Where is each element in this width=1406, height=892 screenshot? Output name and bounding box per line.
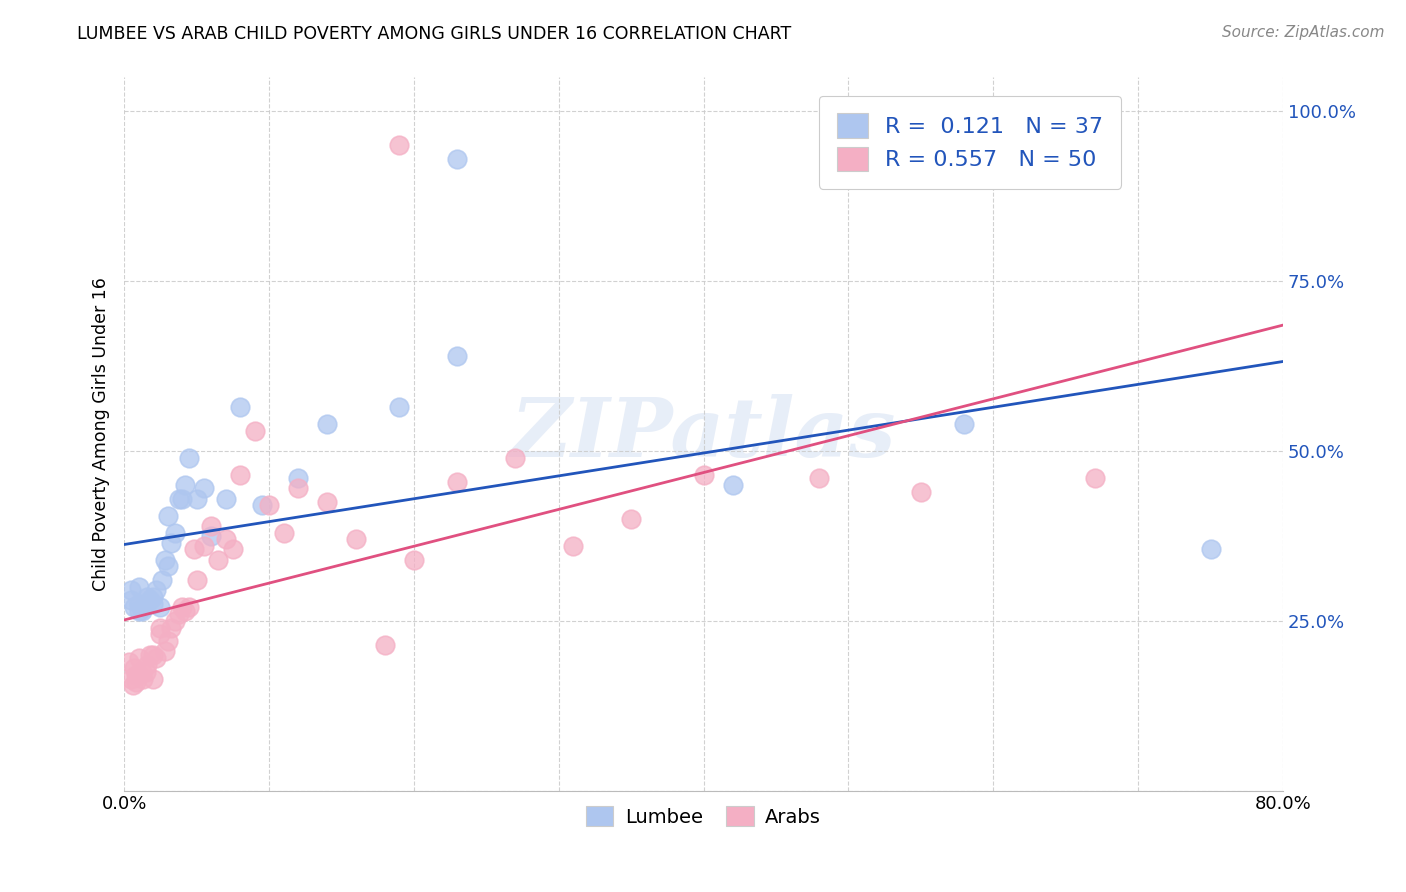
Point (139, 593, 162, 607)
Point (128, 651, 150, 665)
Point (388, 400, 411, 414)
Point (131, 604, 153, 618)
Point (142, 597, 165, 611)
Point (257, 499, 280, 513)
Text: LUMBEE VS ARAB CHILD POVERTY AMONG GIRLS UNDER 16 CORRELATION CHART: LUMBEE VS ARAB CHILD POVERTY AMONG GIRLS… (77, 25, 792, 43)
Point (139, 648, 162, 662)
Point (186, 573, 208, 587)
Point (156, 634, 179, 648)
Point (721, 478, 744, 492)
Point (183, 542, 205, 557)
Point (124, 661, 146, 675)
Point (174, 478, 197, 492)
Point (142, 672, 165, 686)
Point (200, 529, 222, 543)
Point (145, 583, 167, 598)
Point (808, 471, 831, 485)
Point (207, 552, 229, 566)
Legend: Lumbee, Arabs: Lumbee, Arabs (578, 798, 830, 834)
Text: Source: ZipAtlas.com: Source: ZipAtlas.com (1222, 25, 1385, 40)
Point (121, 583, 143, 598)
Point (243, 424, 266, 438)
Point (125, 668, 148, 682)
Point (446, 349, 468, 363)
Point (505, 450, 527, 465)
Point (179, 600, 201, 615)
Text: ZIPatlas: ZIPatlas (510, 394, 897, 474)
Point (121, 593, 143, 607)
Point (136, 590, 159, 604)
Point (910, 484, 932, 499)
Point (344, 533, 367, 547)
Point (142, 648, 165, 662)
Point (159, 535, 181, 549)
Point (273, 525, 295, 540)
Point (214, 533, 236, 547)
Point (620, 512, 643, 526)
Point (174, 604, 197, 618)
Point (186, 491, 208, 506)
Point (163, 525, 186, 540)
Point (135, 665, 157, 679)
Y-axis label: Child Poverty Among Girls Under 16: Child Poverty Among Girls Under 16 (93, 277, 110, 591)
Point (149, 627, 172, 641)
Point (117, 655, 139, 669)
Point (136, 657, 159, 672)
Point (229, 400, 252, 414)
Point (316, 495, 339, 509)
Point (149, 600, 172, 615)
Point (128, 597, 150, 611)
Point (200, 518, 222, 533)
Point (179, 450, 201, 465)
Point (149, 621, 172, 635)
Point (153, 552, 176, 566)
Point (374, 638, 396, 652)
Point (150, 573, 173, 587)
Point (446, 475, 468, 489)
Point (159, 621, 181, 635)
Point (156, 559, 179, 574)
Point (953, 417, 976, 431)
Point (172, 600, 194, 615)
Point (222, 542, 245, 557)
Point (167, 607, 190, 621)
Point (193, 539, 215, 553)
Point (163, 614, 186, 628)
Point (131, 665, 153, 679)
Point (145, 651, 167, 665)
Point (142, 590, 165, 604)
Point (156, 508, 179, 523)
Point (1199, 542, 1222, 557)
Point (121, 672, 143, 686)
Point (128, 668, 150, 682)
Point (1084, 471, 1107, 485)
Point (229, 467, 252, 482)
Point (402, 552, 425, 566)
Point (562, 539, 585, 553)
Point (316, 417, 339, 431)
Point (125, 675, 148, 690)
Point (153, 644, 176, 658)
Point (122, 678, 145, 692)
Point (193, 481, 215, 495)
Point (214, 491, 236, 506)
Point (172, 491, 194, 506)
Point (287, 471, 309, 485)
Point (692, 467, 714, 482)
Point (167, 491, 190, 506)
Point (128, 604, 150, 618)
Point (128, 580, 150, 594)
Point (132, 672, 155, 686)
Point (250, 499, 273, 513)
Point (446, 152, 468, 166)
Point (388, 138, 411, 153)
Point (287, 481, 309, 495)
Point (124, 600, 146, 615)
Point (134, 600, 156, 615)
